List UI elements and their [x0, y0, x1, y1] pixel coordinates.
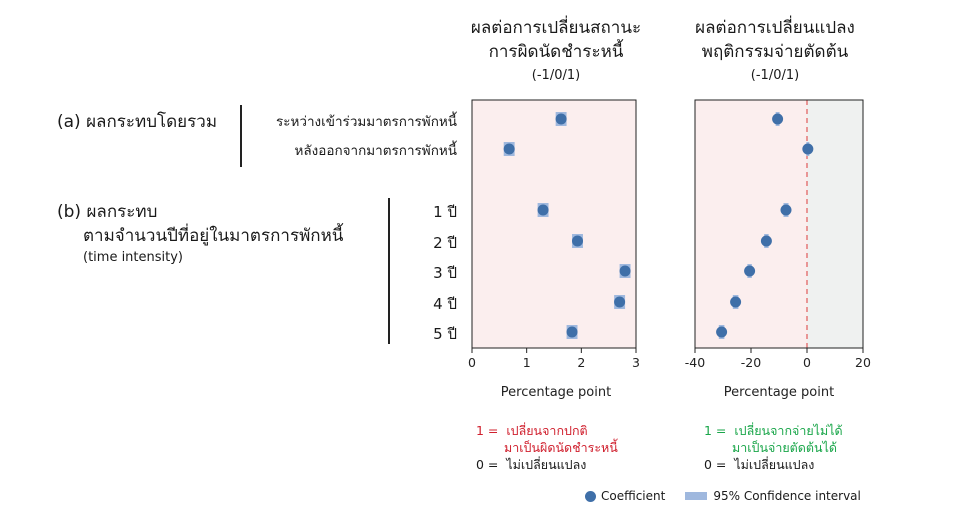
right-panel-frame	[694, 99, 864, 349]
right-note-prefix-3: 0 =	[704, 457, 727, 472]
right-coefficient-point	[780, 204, 792, 216]
left-coefficient-point	[572, 235, 584, 247]
legend: Coefficient 95% Confidence interval	[585, 487, 861, 505]
right-coefficient-point	[802, 143, 814, 155]
right-x-tick-label: 0	[803, 355, 811, 370]
left-note-text-3: ไม่เปลี่ยนแปลง	[506, 457, 587, 472]
right-note-prefix-1: 1 =	[704, 423, 727, 438]
right-coefficient-point	[760, 235, 772, 247]
left-coefficient-point	[619, 265, 631, 277]
left-title-line2: การผิดนัดชำระหนี้	[488, 42, 624, 62]
left-x-tick-label: 3	[632, 355, 640, 370]
left-coefficient-point	[537, 204, 549, 216]
right-x-tick-label: -40	[685, 355, 705, 370]
right-panel-background-negative	[695, 100, 807, 348]
section-b-line3: (time intensity)	[83, 250, 184, 265]
right-note-text-3: ไม่เปลี่ยนแปลง	[734, 457, 815, 472]
left-coefficient-point	[566, 326, 578, 338]
row-label-year-5: 5 ปี	[433, 325, 457, 343]
left-coefficient-point	[503, 143, 515, 155]
section-b-divider	[388, 198, 390, 344]
right-coefficient-point	[772, 113, 784, 125]
left-title-line1: ผลต่อการเปลี่ยนสถานะ	[470, 18, 642, 38]
right-x-tick-label: 20	[855, 355, 871, 370]
legend-ci-label: 95% Confidence interval	[713, 489, 861, 503]
left-title-line3: (-1/0/1)	[531, 68, 581, 83]
section-b-line2: ตามจำนวนปีที่อยู่ในมาตรการพักหนี้	[83, 226, 344, 246]
right-title-line3: (-1/0/1)	[750, 68, 800, 83]
left-coefficient-point	[614, 296, 626, 308]
row-label-year-4: 4 ปี	[433, 295, 457, 313]
right-note-text-1: เปลี่ยนจากจ่ายไม่ได้	[734, 423, 843, 438]
left-panel: 0 1 2 3 Percentage point	[468, 99, 640, 400]
row-label-after: หลังออกจากมาตรการพักหนี้	[294, 143, 457, 159]
section-b-line1: (b) ผลกระทบ	[57, 202, 158, 222]
coefficient-plot: 0 1 2 3 Percentage point -40 -20 0 20 Percenta…	[468, 99, 871, 400]
left-coefficient-point	[555, 113, 567, 125]
legend-coefficient-label: Coefficient	[601, 489, 666, 503]
right-panel-title: ผลต่อการเปลี่ยนแปลง พฤติกรรมจ่ายตัดต้น (…	[665, 16, 885, 88]
right-coefficient-point	[716, 326, 728, 338]
left-note-text-2: มาเป็นผิดนัดชำระหนี้	[504, 440, 618, 455]
section-a-label: (a) ผลกระทบโดยรวม	[57, 112, 218, 132]
right-x-tick-label: -20	[741, 355, 761, 370]
legend-ci-swatch	[685, 492, 708, 500]
right-coefficient-point	[730, 296, 742, 308]
left-panel-background	[472, 100, 636, 348]
left-note-prefix-1: 1 =	[476, 423, 499, 438]
left-panel-title: ผลต่อการเปลี่ยนสถานะ การผิดนัดชำระหนี้ (…	[446, 16, 666, 88]
right-title-line1: ผลต่อการเปลี่ยนแปลง	[695, 18, 855, 38]
left-note-prefix-3: 0 =	[476, 457, 499, 472]
left-x-tick-label: 1	[523, 355, 531, 370]
right-coefficient-point	[744, 265, 756, 277]
left-x-axis-label: Percentage point	[501, 385, 611, 400]
right-note: 1 = เปลี่ยนจากจ่ายไม่ได้ มาเป็นจ่ายตัดต้…	[704, 422, 843, 473]
right-title-line2: พฤติกรรมจ่ายตัดต้น	[701, 42, 849, 62]
left-x-tick-label: 2	[577, 355, 585, 370]
row-label-during: ระหว่างเข้าร่วมมาตรการพักหนี้	[275, 114, 457, 130]
right-x-axis-label: Percentage point	[724, 385, 834, 400]
right-panel-background-positive	[807, 100, 863, 348]
right-panel: -40 -20 0 20 Percentage point	[685, 99, 871, 400]
left-panel-frame	[471, 99, 637, 349]
legend-coefficient-marker	[585, 490, 596, 502]
left-x-tick-label: 0	[468, 355, 476, 370]
section-a-divider	[240, 105, 242, 167]
left-note-text-1: เปลี่ยนจากปกติ	[506, 423, 588, 438]
row-label-year-3: 3 ปี	[433, 264, 457, 282]
left-note: 1 = เปลี่ยนจากปกติ มาเป็นผิดนัดชำระหนี้ …	[476, 422, 618, 473]
row-label-year-1: 1 ปี	[433, 203, 457, 221]
right-note-text-2: มาเป็นจ่ายตัดต้นได้	[732, 440, 837, 455]
row-label-year-2: 2 ปี	[433, 234, 457, 252]
